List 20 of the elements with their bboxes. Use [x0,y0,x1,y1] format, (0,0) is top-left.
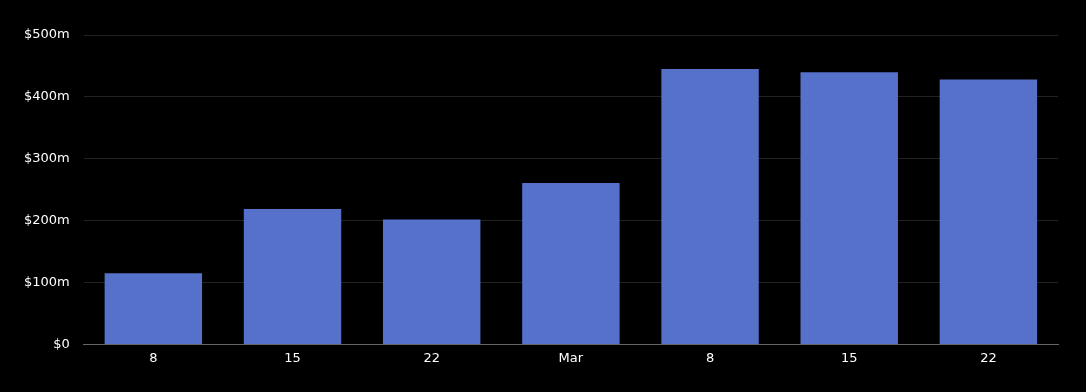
x-tick-label: 15 [284,349,301,365]
y-tick-label: $200m [24,212,70,228]
y-tick-label: $300m [24,150,70,166]
bar [382,219,481,344]
x-tick-label: 8 [149,349,158,365]
y-tick-label: $100m [24,273,70,289]
bar [939,79,1038,344]
x-tick-label: 8 [705,349,715,365]
bar [104,273,203,344]
x-tick-label: 15 [840,349,858,365]
y-tick-label: $0 [53,335,70,351]
x-tick-label: 22 [423,349,440,365]
x-tick-label: 22 [980,349,997,365]
y-tick-label: $500m [24,26,70,42]
bar [800,72,898,344]
x-tick-label: Mar [558,349,584,365]
bar [661,69,759,344]
bar [243,208,342,344]
y-tick-label: $400m [24,88,70,104]
bar [522,182,620,344]
